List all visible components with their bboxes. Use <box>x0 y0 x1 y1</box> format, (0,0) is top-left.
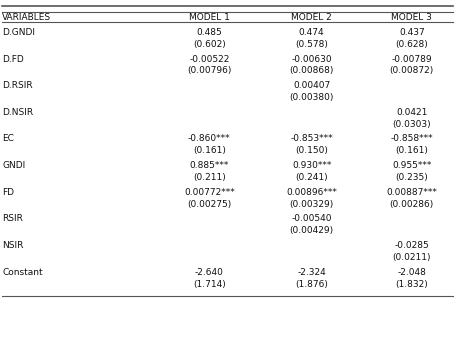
Text: 0.00407: 0.00407 <box>293 81 330 90</box>
Text: (0.628): (0.628) <box>395 40 428 49</box>
Text: D.NSIR: D.NSIR <box>2 108 33 117</box>
Text: (0.00868): (0.00868) <box>289 66 334 75</box>
Text: (0.00429): (0.00429) <box>290 226 334 235</box>
Text: (0.00380): (0.00380) <box>289 93 334 102</box>
Text: (0.241): (0.241) <box>295 173 328 182</box>
Text: VARIABLES: VARIABLES <box>2 13 51 22</box>
Text: (0.150): (0.150) <box>295 146 328 155</box>
Text: (0.00275): (0.00275) <box>187 199 232 208</box>
Text: 0.474: 0.474 <box>299 28 324 37</box>
Text: D.GNDI: D.GNDI <box>2 28 35 37</box>
Text: RSIR: RSIR <box>2 214 23 223</box>
Text: MODEL 3: MODEL 3 <box>391 13 432 22</box>
Text: -0.00522: -0.00522 <box>189 54 229 63</box>
Text: NSIR: NSIR <box>2 241 24 250</box>
Text: (0.235): (0.235) <box>395 173 428 182</box>
Text: -0.00630: -0.00630 <box>291 54 332 63</box>
Text: (0.00796): (0.00796) <box>187 66 232 75</box>
Text: -0.00540: -0.00540 <box>291 214 332 223</box>
Text: 0.00772***: 0.00772*** <box>184 188 235 197</box>
Text: D.RSIR: D.RSIR <box>2 81 33 90</box>
Text: (0.578): (0.578) <box>295 40 328 49</box>
Text: -0.860***: -0.860*** <box>188 134 231 143</box>
Text: -0.0285: -0.0285 <box>394 241 429 250</box>
Text: Constant: Constant <box>2 267 43 276</box>
Text: FD: FD <box>2 188 14 197</box>
Text: (1.832): (1.832) <box>395 279 428 288</box>
Text: 0.930***: 0.930*** <box>292 161 331 170</box>
Text: (0.161): (0.161) <box>193 146 226 155</box>
Text: -2.640: -2.640 <box>195 267 224 276</box>
Text: -2.324: -2.324 <box>297 267 326 276</box>
Text: 0.00896***: 0.00896*** <box>286 188 337 197</box>
Text: (0.211): (0.211) <box>193 173 226 182</box>
Text: MODEL 1: MODEL 1 <box>189 13 230 22</box>
Text: (1.714): (1.714) <box>193 279 226 288</box>
Text: (0.0211): (0.0211) <box>393 253 431 262</box>
Text: -0.00789: -0.00789 <box>391 54 432 63</box>
Text: 0.00887***: 0.00887*** <box>386 188 437 197</box>
Text: D.FD: D.FD <box>2 54 24 63</box>
Text: EC: EC <box>2 134 14 143</box>
Text: (0.00872): (0.00872) <box>389 66 434 75</box>
Text: (0.602): (0.602) <box>193 40 226 49</box>
Text: -0.858***: -0.858*** <box>390 134 433 143</box>
Text: MODEL 2: MODEL 2 <box>291 13 332 22</box>
Text: (0.0303): (0.0303) <box>393 120 431 129</box>
Text: -0.853***: -0.853*** <box>290 134 333 143</box>
Text: 0.885***: 0.885*** <box>190 161 229 170</box>
Text: GNDI: GNDI <box>2 161 25 170</box>
Text: -2.048: -2.048 <box>397 267 426 276</box>
Text: (1.876): (1.876) <box>295 279 328 288</box>
Text: (0.00329): (0.00329) <box>289 199 334 208</box>
Text: 0.485: 0.485 <box>197 28 222 37</box>
Text: (0.00286): (0.00286) <box>389 199 434 208</box>
Text: 0.437: 0.437 <box>399 28 425 37</box>
Text: (0.161): (0.161) <box>395 146 428 155</box>
Text: 0.0421: 0.0421 <box>396 108 427 117</box>
Text: 0.955***: 0.955*** <box>392 161 431 170</box>
